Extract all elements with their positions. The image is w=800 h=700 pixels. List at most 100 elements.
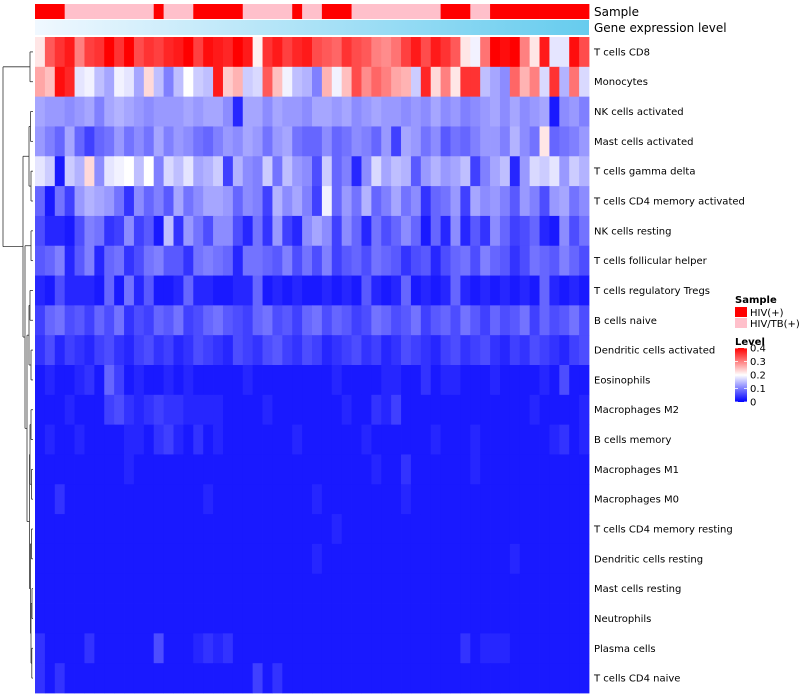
heatmap-cell <box>440 186 451 217</box>
heatmap-cell <box>54 663 66 694</box>
heatmap-cell <box>549 305 560 336</box>
heatmap-cell <box>579 484 590 515</box>
heatmap-cell <box>232 275 244 306</box>
heatmap-cell <box>242 484 254 515</box>
heatmap-cell <box>114 394 125 426</box>
heatmap-cell <box>549 37 560 68</box>
heatmap-cell <box>341 663 352 694</box>
heatmap-cell <box>410 245 422 276</box>
legend: Sample HIV(+) HIV/TB(+) Level 0.40.30.20… <box>735 295 800 409</box>
heatmap-cell <box>559 305 570 336</box>
heatmap-cell <box>420 156 432 187</box>
heatmap-cell <box>74 603 85 634</box>
heatmap-cell <box>391 96 402 127</box>
heatmap-cell <box>163 66 174 98</box>
heatmap-cell <box>35 156 46 187</box>
heatmap-cell <box>302 514 313 545</box>
heatmap-cell <box>490 394 501 426</box>
sample-annotation-cell <box>470 4 481 19</box>
heatmap-cell <box>64 365 75 396</box>
heatmap-cell <box>470 454 481 485</box>
heatmap-cell <box>341 365 352 396</box>
heatmap-cell <box>222 96 234 127</box>
row-label: T cells CD4 naive <box>593 674 680 685</box>
heatmap-cell <box>114 156 125 187</box>
heatmap-cell <box>559 66 570 98</box>
heatmap-cell <box>124 394 135 426</box>
heatmap-cell <box>302 96 313 127</box>
heatmap-cell <box>242 454 254 485</box>
heatmap-cell <box>133 186 145 217</box>
heatmap-cell <box>430 573 441 604</box>
heatmap-cell <box>64 394 75 426</box>
heatmap-cell <box>35 394 46 426</box>
heatmap-cell <box>420 37 432 68</box>
heatmap-cell <box>381 484 392 515</box>
heatmap-cell <box>242 96 254 127</box>
heatmap-cell <box>371 424 382 455</box>
heatmap-cell <box>64 156 75 187</box>
heatmap-cell <box>381 514 392 545</box>
heatmap-cell <box>54 156 66 187</box>
heatmap-cell <box>519 215 531 247</box>
heatmap-cell <box>114 424 125 455</box>
heatmap-cell <box>321 394 333 426</box>
heatmap-cell <box>84 454 95 485</box>
heatmap-cell <box>529 543 540 575</box>
heatmap-cell <box>401 454 412 485</box>
heatmap-cell <box>499 245 511 276</box>
heatmap-cell <box>262 424 273 455</box>
heatmap-cell <box>341 305 352 336</box>
heatmap-cell <box>361 573 372 604</box>
heatmap-cell <box>64 186 75 217</box>
sample-annotation-cell <box>559 4 570 19</box>
heatmap-cell <box>440 156 451 187</box>
heatmap-cell <box>450 215 461 247</box>
heatmap-cell <box>203 454 214 485</box>
heatmap-cell <box>272 633 283 664</box>
sample-annotation-cell <box>35 4 46 19</box>
heatmap-cell <box>193 66 204 98</box>
heatmap-cell <box>312 543 323 575</box>
heatmap-cell <box>480 275 491 306</box>
heatmap-cell <box>54 37 66 68</box>
heatmap-cell <box>401 335 412 366</box>
heatmap-cell <box>420 335 432 366</box>
heatmap-cell <box>183 603 194 634</box>
heatmap-cell <box>282 245 293 276</box>
legend-label-hivtb: HIV/TB(+) <box>750 319 800 330</box>
heatmap-cell <box>420 573 432 604</box>
heatmap-cell <box>124 156 135 187</box>
heatmap-cell <box>213 543 224 575</box>
heatmap-cell <box>143 275 155 306</box>
heatmap-cell <box>361 633 372 664</box>
heatmap-cell <box>381 275 392 306</box>
heatmap-cell <box>361 365 372 396</box>
legend-tick-label: 0.1 <box>750 384 766 395</box>
heatmap-cell <box>499 573 511 604</box>
heatmap-cell <box>539 484 550 515</box>
heatmap-cell <box>222 454 234 485</box>
heatmap-cell <box>302 573 313 604</box>
heatmap-cell <box>331 305 343 336</box>
heatmap-cell <box>232 245 244 276</box>
heatmap-cell <box>35 663 46 694</box>
sample-annotation-cell <box>302 4 313 19</box>
heatmap-cell <box>213 305 224 336</box>
heatmap-cell <box>203 275 214 306</box>
heatmap-cell <box>549 573 560 604</box>
heatmap-cell <box>272 126 283 157</box>
heatmap-cell <box>203 335 214 366</box>
heatmap-cell <box>35 365 46 396</box>
heatmap-cell <box>183 126 194 157</box>
heatmap-cell <box>104 305 115 336</box>
heatmap-cell <box>361 305 372 336</box>
sample-annotation-cell <box>579 4 590 19</box>
legend-swatch-hiv <box>735 307 747 317</box>
heatmap-cell <box>272 543 283 575</box>
heatmap-cell <box>74 126 85 157</box>
heatmap-cell <box>341 37 352 68</box>
heatmap-cell <box>282 335 293 366</box>
sample-annotation-cell <box>569 4 580 19</box>
heatmap-cell <box>460 186 471 217</box>
